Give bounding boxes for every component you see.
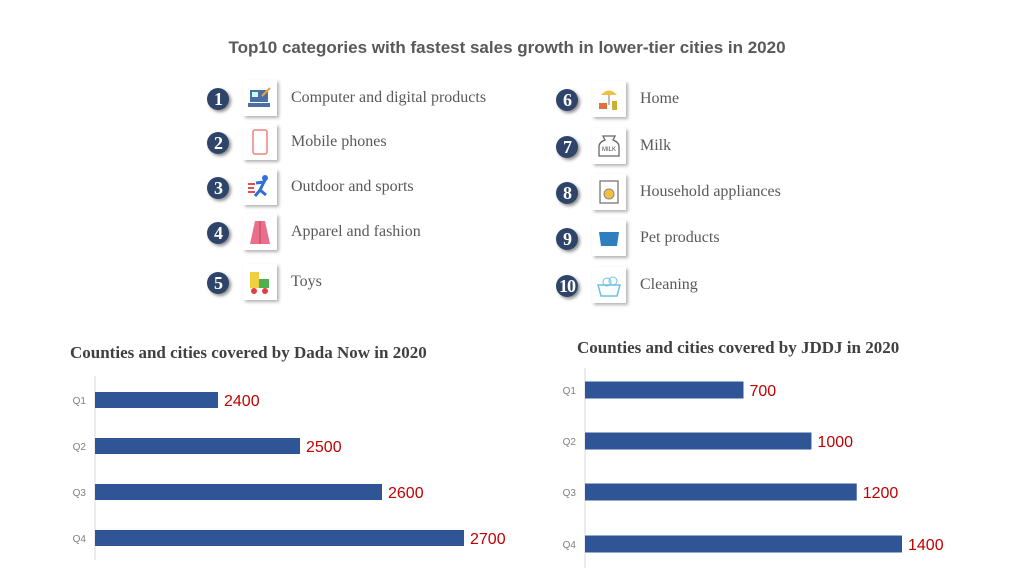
category-label: Outdoor and sports bbox=[291, 178, 414, 195]
rank-badge: 2 bbox=[207, 132, 229, 154]
tick-label: Q4 bbox=[73, 534, 87, 545]
tick-label: Q2 bbox=[563, 437, 577, 448]
bar-q1 bbox=[585, 381, 744, 399]
tick-label: Q1 bbox=[563, 386, 577, 397]
rank-badge: 1 bbox=[207, 88, 229, 110]
tick-label: Q1 bbox=[73, 396, 87, 407]
main-title: Top10 categories with fastest sales grow… bbox=[228, 38, 786, 57]
bar-q2 bbox=[95, 438, 300, 454]
pet-bowl-icon bbox=[592, 220, 626, 256]
rank-badge: 4 bbox=[207, 222, 229, 244]
category-label: Toys bbox=[291, 273, 322, 290]
rank-badge: 3 bbox=[207, 177, 229, 199]
data-label: 2400 bbox=[224, 393, 260, 410]
coat-icon bbox=[243, 214, 277, 250]
data-label: 1000 bbox=[817, 434, 853, 451]
tick-label: Q2 bbox=[73, 442, 87, 453]
home-umbrella-icon bbox=[592, 81, 626, 117]
bar-q1 bbox=[95, 392, 218, 408]
bar-q3 bbox=[585, 483, 857, 501]
category-label: Apparel and fashion bbox=[291, 223, 421, 240]
bar-q4 bbox=[95, 530, 464, 546]
chart-title-jddj: Counties and cities covered by JDDJ in 2… bbox=[577, 338, 900, 357]
category-label: Pet products bbox=[640, 229, 720, 246]
data-label: 2500 bbox=[306, 439, 342, 456]
runner-icon bbox=[243, 169, 277, 205]
data-label: 2700 bbox=[470, 531, 506, 548]
data-label: 2600 bbox=[388, 485, 424, 502]
category-label: Home bbox=[640, 90, 680, 107]
data-label: 1400 bbox=[908, 537, 944, 554]
bar-q3 bbox=[95, 484, 382, 500]
bathtub-icon bbox=[592, 267, 626, 303]
data-label: 1200 bbox=[863, 485, 899, 502]
laptop-icon bbox=[243, 80, 277, 116]
category-label: Household appliances bbox=[640, 183, 781, 200]
rank-badge: 10 bbox=[556, 275, 578, 297]
tick-label: Q3 bbox=[73, 488, 87, 499]
tick-label: Q3 bbox=[563, 488, 577, 499]
rank-badge: 9 bbox=[556, 228, 578, 250]
category-label: Mobile phones bbox=[291, 133, 387, 150]
rank-badge: 6 bbox=[556, 89, 578, 111]
bar-q4 bbox=[585, 535, 902, 553]
washing-machine-icon bbox=[592, 174, 626, 210]
bar-q2 bbox=[585, 432, 812, 450]
category-label: Computer and digital products bbox=[291, 89, 487, 106]
data-label: 700 bbox=[750, 383, 777, 400]
rank-badge: 8 bbox=[556, 182, 578, 204]
category-label: Milk bbox=[640, 137, 672, 154]
rank-badge: 7 bbox=[556, 136, 578, 158]
category-label: Cleaning bbox=[640, 276, 698, 293]
svg-text:MILK: MILK bbox=[602, 147, 616, 153]
milk-jar-icon: MILK bbox=[592, 128, 626, 164]
tick-label: Q4 bbox=[563, 540, 577, 551]
chart-title-dada: Counties and cities covered by Dada Now … bbox=[70, 343, 427, 362]
toy-train-icon bbox=[243, 264, 277, 300]
mobile-phone-icon bbox=[243, 124, 277, 160]
rank-badge: 5 bbox=[207, 272, 229, 294]
